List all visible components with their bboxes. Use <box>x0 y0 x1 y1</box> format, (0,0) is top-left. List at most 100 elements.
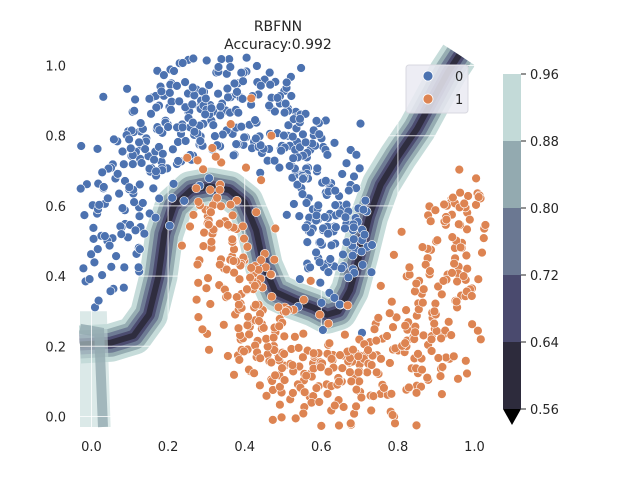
scatter-point-class-0 <box>360 195 371 206</box>
scatter-point-class-0 <box>222 83 233 94</box>
scatter-point-class-1 <box>417 242 428 252</box>
scatter-point-class-0 <box>330 186 340 196</box>
scatter-point-class-0 <box>130 94 140 105</box>
scatter-point-class-0 <box>321 176 331 186</box>
scatter-point-class-1 <box>291 413 301 424</box>
scatter-point-class-1 <box>454 164 464 175</box>
scatter-point-class-1 <box>234 355 245 365</box>
scatter-point-class-0 <box>351 150 362 160</box>
scatter-point-class-1 <box>311 383 322 393</box>
scatter-point-class-1 <box>268 332 279 343</box>
scatter-point-class-0 <box>238 76 248 86</box>
scatter-point-class-1 <box>279 331 289 341</box>
scatter-point-class-0 <box>119 262 130 272</box>
scatter-point-class-1 <box>242 320 253 330</box>
scatter-point-class-1 <box>273 302 284 312</box>
scatter-point-class-0 <box>355 118 366 129</box>
scatter-point-class-0 <box>195 136 206 146</box>
scatter-point-class-1 <box>185 221 195 232</box>
scatter-point-class-0 <box>200 109 210 120</box>
scatter-point-class-0 <box>264 100 274 111</box>
scatter-point-class-0 <box>300 137 311 148</box>
scatter-point-class-1 <box>241 162 251 173</box>
scatter-point-class-1 <box>274 321 284 331</box>
scatter-point-class-1 <box>458 271 469 281</box>
scatter-point-class-1 <box>432 235 442 245</box>
scatter-point-class-0 <box>206 103 217 113</box>
scatter-point-class-0 <box>337 169 347 179</box>
scatter-point-class-0 <box>88 223 99 233</box>
scatter-point-class-1 <box>479 233 489 243</box>
colorbar-tick-label: 0.80 <box>530 202 559 217</box>
scatter-point-class-0 <box>104 240 115 251</box>
scatter-point-class-1 <box>267 292 277 302</box>
chart-title: RBFNN <box>254 19 302 35</box>
colorbar-segment <box>503 141 521 208</box>
scatter-point-class-0 <box>251 133 261 144</box>
scatter-point-class-0 <box>225 62 236 72</box>
scatter-point-class-0 <box>114 188 124 199</box>
scatter-point-class-1 <box>242 284 252 294</box>
scatter-point-class-0 <box>172 81 182 91</box>
scatter-point-class-1 <box>298 352 308 362</box>
scatter-point-class-0 <box>138 198 148 208</box>
x-tick-label: 0.2 <box>158 440 179 455</box>
scatter-point-class-0 <box>135 179 145 190</box>
scatter-point-class-0 <box>151 166 161 177</box>
scatter-point-class-1 <box>314 397 324 407</box>
scatter-point-class-1 <box>474 192 484 202</box>
scatter-point-class-1 <box>346 418 356 429</box>
scatter-point-class-0 <box>174 96 184 107</box>
scatter-point-class-1 <box>216 201 226 211</box>
colorbar-tick-label: 0.56 <box>530 403 559 418</box>
scatter-point-class-0 <box>97 167 107 178</box>
scatter-point-class-1 <box>473 274 483 284</box>
scatter-point-class-1 <box>223 220 233 230</box>
scatter-point-class-0 <box>357 260 368 270</box>
colorbar-tick-label: 0.88 <box>530 135 559 150</box>
scatter-point-class-0 <box>279 130 289 141</box>
scatter-point-class-1 <box>263 341 273 352</box>
scatter-point-class-1 <box>382 331 392 341</box>
scatter-point-class-1 <box>410 327 420 337</box>
scatter-point-class-0 <box>111 251 121 261</box>
scatter-point-class-0 <box>311 116 322 126</box>
scatter-point-class-0 <box>241 52 252 63</box>
scatter-point-class-0 <box>100 231 110 241</box>
scatter-point-class-1 <box>266 357 276 368</box>
scatter-point-class-0 <box>348 250 358 261</box>
scatter-point-class-0 <box>103 193 113 204</box>
scatter-point-class-0 <box>177 122 188 133</box>
scatter-point-class-1 <box>239 346 249 357</box>
scatter-point-class-1 <box>391 312 402 323</box>
scatter-point-class-0 <box>314 257 325 267</box>
scatter-point-class-1 <box>279 349 289 359</box>
scatter-point-class-0 <box>88 234 99 244</box>
scatter-point-class-1 <box>215 259 225 270</box>
scatter-point-class-1 <box>386 389 397 399</box>
scatter-point-class-1 <box>351 401 361 412</box>
scatter-point-class-0 <box>166 104 176 115</box>
scatter-point-class-0 <box>256 80 266 91</box>
y-tick-label: 0.8 <box>45 130 66 145</box>
chart-subtitle: Accuracy:0.992 <box>224 37 332 53</box>
scatter-point-class-0 <box>330 200 340 210</box>
scatter-point-class-0 <box>168 179 179 189</box>
scatter-point-class-0 <box>189 127 200 137</box>
scatter-point-class-1 <box>326 354 337 364</box>
x-tick-label: 0.0 <box>81 440 102 455</box>
scatter-point-class-1 <box>290 332 300 342</box>
scatter-point-class-0 <box>283 120 294 130</box>
scatter-point-class-1 <box>345 367 355 377</box>
scatter-point-class-0 <box>265 79 275 90</box>
scatter-point-class-1 <box>389 250 399 260</box>
scatter-point-class-0 <box>358 205 369 215</box>
scatter-point-class-0 <box>335 299 345 310</box>
scatter-point-class-1 <box>225 199 236 210</box>
scatter-point-class-1 <box>245 272 255 283</box>
scatter-point-class-1 <box>404 262 415 272</box>
scatter-point-class-0 <box>106 262 117 272</box>
scatter-point-class-0 <box>298 174 308 184</box>
scatter-point-class-0 <box>119 159 129 169</box>
